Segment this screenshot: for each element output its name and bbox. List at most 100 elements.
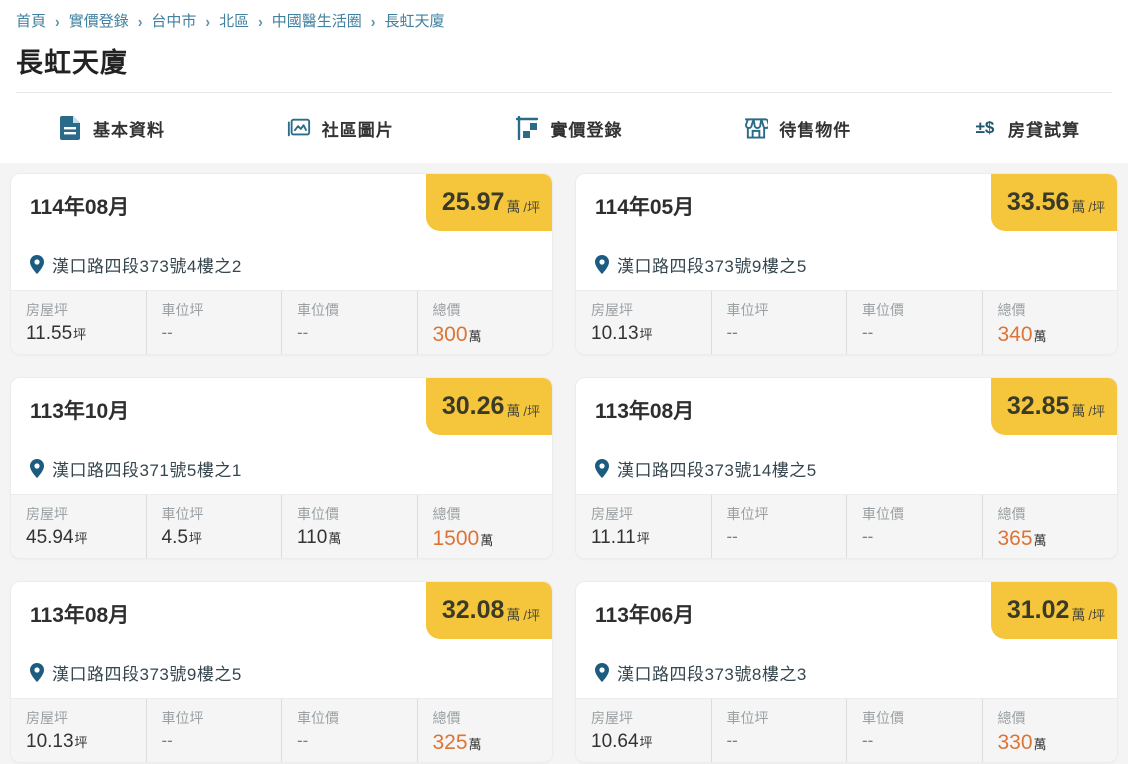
- tab-price-registry[interactable]: 實價登錄: [515, 116, 623, 141]
- address-row: 漢口路四段373號4樓之2: [30, 252, 242, 277]
- breadcrumb-separator: ›: [205, 11, 211, 30]
- stat-total-price: 總價 340萬: [981, 291, 1118, 354]
- stat-parking-ping: 車位坪 --: [710, 699, 847, 762]
- transaction-card[interactable]: 113年06月 31.02 萬 /坪 漢口路四段373號8樓之3 房屋坪 10.…: [575, 581, 1118, 763]
- location-pin-icon: [30, 459, 44, 478]
- location-pin-icon: [30, 255, 44, 274]
- plus-minus-dollar-icon: ±$: [975, 118, 995, 137]
- stat-total-price: 總價 365萬: [981, 495, 1118, 558]
- breadcrumb-home[interactable]: 首頁: [16, 13, 47, 30]
- transaction-date: 114年05月: [595, 196, 695, 219]
- tab-bar: 基本資料 社區圖片 實價登錄 待售物件 ±$ 房貸試算: [0, 93, 1128, 163]
- transaction-card[interactable]: 114年05月 33.56 萬 /坪 漢口路四段373號9樓之5 房屋坪 10.…: [575, 173, 1118, 355]
- breadcrumb-separator: ›: [258, 11, 263, 30]
- transaction-card[interactable]: 113年10月 30.26 萬 /坪 漢口路四段371號5樓之1 房屋坪 45.…: [10, 377, 553, 559]
- transaction-card[interactable]: 113年08月 32.85 萬 /坪 漢口路四段373號14樓之5 房屋坪 11…: [575, 377, 1118, 559]
- stats-row: 房屋坪 10.13坪 車位坪 -- 車位價 -- 總價 340萬: [576, 290, 1117, 354]
- tab-label: 實價登錄: [550, 120, 623, 140]
- stat-parking-ping: 車位坪 --: [145, 291, 282, 354]
- stat-parking-price: 車位價 110萬: [281, 495, 417, 558]
- address-row: 漢口路四段373號8樓之3: [595, 660, 807, 685]
- address-row: 漢口路四段373號14樓之5: [595, 456, 817, 481]
- unit-price-per: /坪: [523, 200, 540, 215]
- stat-parking-price: 車位價 --: [281, 291, 417, 354]
- transactions-panel: 114年08月 25.97 萬 /坪 漢口路四段373號4樓之2 房屋坪 11.…: [0, 163, 1128, 764]
- transaction-date: 114年08月: [30, 196, 130, 219]
- transaction-date: 113年10月: [30, 400, 130, 423]
- tab-community-photos[interactable]: 社區圖片: [287, 116, 394, 141]
- stat-parking-ping: 車位坪 --: [710, 291, 847, 354]
- address-row: 漢口路四段371號5樓之1: [30, 456, 242, 481]
- tab-label: 待售物件: [779, 120, 852, 140]
- tab-for-sale[interactable]: 待售物件: [744, 116, 851, 141]
- stat-total-price: 總價 325萬: [416, 699, 553, 762]
- breadcrumb-building[interactable]: 長虹天廈: [384, 13, 445, 30]
- address-row: 漢口路四段373號9樓之5: [595, 252, 807, 277]
- transaction-date: 113年06月: [595, 604, 695, 627]
- address-text: 漢口路四段373號4樓之2: [52, 257, 242, 276]
- document-icon: [58, 116, 82, 140]
- address-text: 漢口路四段373號14樓之5: [617, 461, 817, 480]
- stat-parking-price: 車位價 --: [281, 699, 417, 762]
- stat-house-ping: 房屋坪 11.11坪: [591, 506, 650, 548]
- page-title: 長虹天廈: [16, 48, 128, 78]
- transactions-grid: 114年08月 25.97 萬 /坪 漢口路四段373號4樓之2 房屋坪 11.…: [10, 173, 1118, 763]
- unit-price-badge: 25.97 萬 /坪: [425, 174, 552, 231]
- unit-price-badge: 30.26 萬 /坪: [425, 378, 552, 435]
- breadcrumb-separator: ›: [55, 11, 60, 30]
- transaction-date: 113年08月: [30, 604, 130, 627]
- tab-label: 社區圖片: [321, 120, 394, 140]
- tab-label: 房貸試算: [1008, 120, 1080, 140]
- transaction-date: 113年08月: [595, 400, 695, 423]
- location-pin-icon: [595, 663, 609, 682]
- address-text: 漢口路四段371號5樓之1: [52, 461, 242, 480]
- storefront-icon: [744, 116, 769, 140]
- stat-parking-ping: 車位坪 --: [710, 495, 847, 558]
- images-icon: [287, 116, 311, 140]
- breadcrumb-district[interactable]: 北區: [219, 13, 250, 30]
- unit-price-badge: 31.02 萬 /坪: [990, 582, 1117, 639]
- page-header: 首頁 › 實價登錄 › 台中市 › 北區 › 中國醫生活圈 › 長虹天廈 長虹天…: [0, 0, 1128, 93]
- stats-row: 房屋坪 10.13坪 車位坪 -- 車位價 -- 總價 325萬: [11, 698, 552, 762]
- breadcrumb-separator: ›: [370, 11, 376, 30]
- header-divider: [16, 92, 1112, 93]
- stat-parking-ping: 車位坪 --: [145, 699, 282, 762]
- stats-row: 房屋坪 11.11坪 車位坪 -- 車位價 -- 總價 365萬: [576, 494, 1117, 558]
- breadcrumb-separator: ›: [137, 11, 143, 30]
- stat-total-price: 總價 300萬: [416, 291, 553, 354]
- stat-parking-price: 車位價 --: [846, 495, 982, 558]
- stats-row: 房屋坪 10.64坪 車位坪 -- 車位價 -- 總價 330萬: [576, 698, 1117, 762]
- tab-basic-info[interactable]: 基本資料: [58, 116, 165, 141]
- tab-label: 基本資料: [93, 120, 165, 140]
- stat-total-price: 總價 1500萬: [416, 495, 553, 558]
- stat-house-ping: 房屋坪 45.94坪: [26, 506, 88, 548]
- address-text: 漢口路四段373號9樓之5: [52, 665, 242, 684]
- stats-row: 房屋坪 11.55坪 車位坪 -- 車位價 -- 總價 300萬: [11, 290, 552, 354]
- stat-parking-price: 車位價 --: [846, 291, 982, 354]
- stat-house-ping: 房屋坪 11.55坪: [26, 302, 87, 344]
- stat-total-price: 總價 330萬: [981, 699, 1118, 762]
- stat-house-ping: 房屋坪 10.13坪: [26, 710, 88, 752]
- stat-parking-price: 車位價 --: [846, 699, 982, 762]
- stat-parking-ping: 車位坪 4.5坪: [145, 495, 282, 558]
- unit-price-badge: 33.56 萬 /坪: [990, 174, 1117, 231]
- breadcrumb-price-registry[interactable]: 實價登錄: [68, 13, 129, 30]
- address-row: 漢口路四段373號9樓之5: [30, 660, 242, 685]
- transaction-card[interactable]: 113年08月 32.08 萬 /坪 漢口路四段373號9樓之5 房屋坪 10.…: [10, 581, 553, 763]
- breadcrumb: 首頁 › 實價登錄 › 台中市 › 北區 › 中國醫生活圈 › 長虹天廈: [16, 10, 1112, 31]
- tab-mortgage-calculator[interactable]: ±$ 房貸試算: [973, 116, 1080, 141]
- unit-price-badge: 32.08 萬 /坪: [425, 582, 552, 639]
- transaction-card[interactable]: 114年08月 25.97 萬 /坪 漢口路四段373號4樓之2 房屋坪 11.…: [10, 173, 553, 355]
- stat-house-ping: 房屋坪 10.13坪: [591, 302, 653, 344]
- stat-house-ping: 房屋坪 10.64坪: [591, 710, 653, 752]
- address-text: 漢口路四段373號9樓之5: [617, 257, 807, 276]
- unit-price-unit: 萬: [506, 198, 521, 215]
- unit-price-value: 25.97: [441, 188, 505, 216]
- address-text: 漢口路四段373號8樓之3: [617, 665, 807, 684]
- unit-price-badge: 32.85 萬 /坪: [990, 378, 1117, 435]
- location-pin-icon: [30, 663, 44, 682]
- breadcrumb-city[interactable]: 台中市: [151, 13, 197, 30]
- chart-icon: [515, 116, 540, 140]
- location-pin-icon: [595, 459, 609, 478]
- breadcrumb-living-circle[interactable]: 中國醫生活圈: [271, 13, 362, 30]
